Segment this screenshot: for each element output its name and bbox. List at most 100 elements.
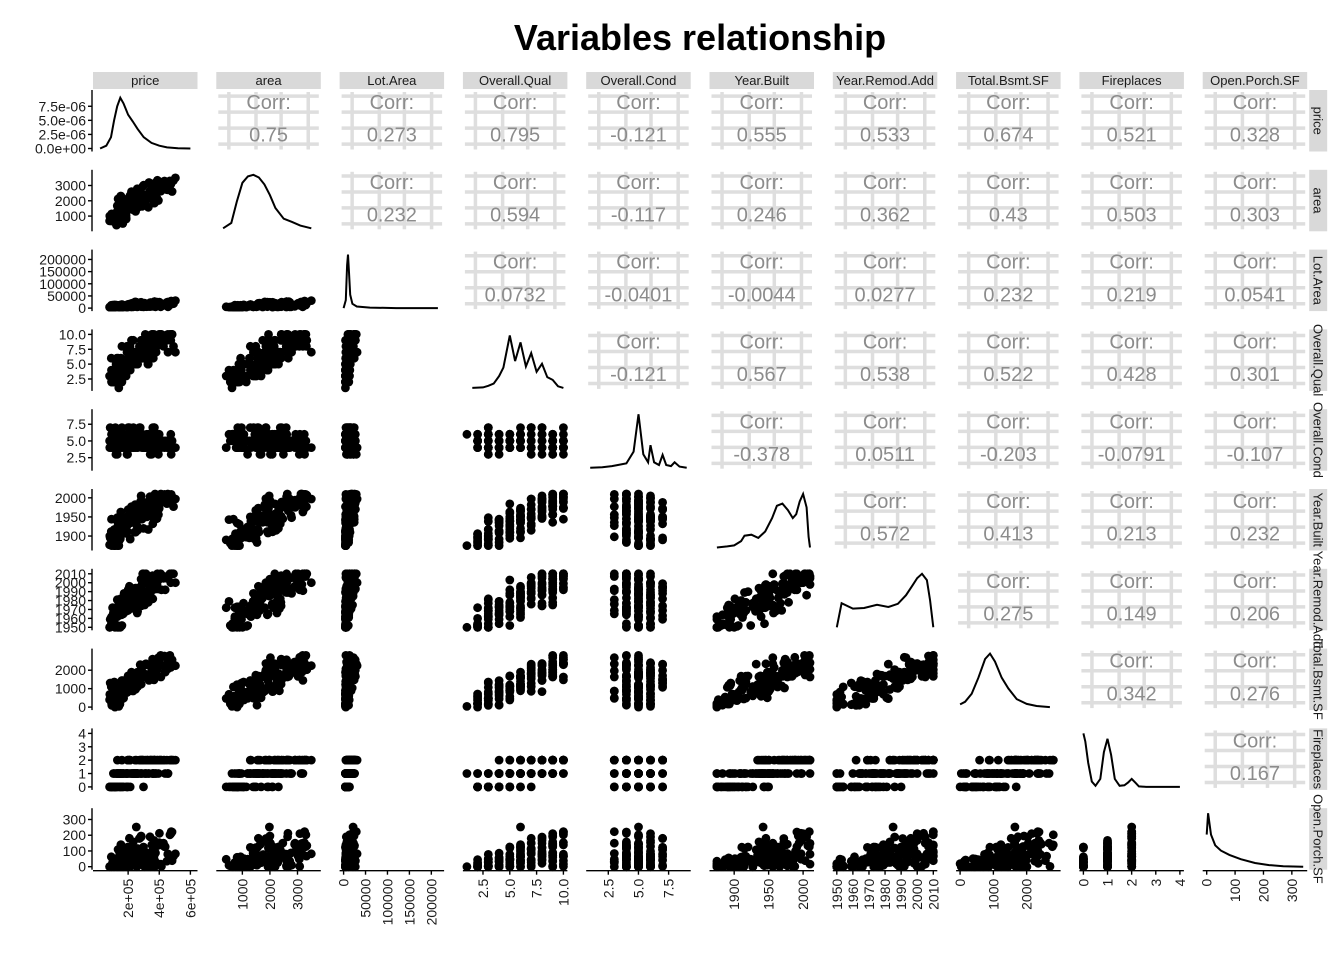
corr-label: Corr: bbox=[863, 92, 907, 114]
data-point bbox=[861, 695, 871, 705]
panel-price-lot-area: Corr:0.273 bbox=[341, 92, 443, 150]
panel-area-open-porch-sf: Corr:0.303 bbox=[1204, 171, 1306, 230]
data-point bbox=[505, 621, 515, 630]
data-point bbox=[282, 429, 292, 439]
data-point bbox=[110, 782, 119, 792]
density-curve-year-remod-add bbox=[835, 572, 935, 628]
panel-lot-area-year-built: Corr:-0.0044 bbox=[711, 251, 812, 310]
y-tick-label: 1990 bbox=[55, 584, 86, 600]
data-point bbox=[658, 582, 667, 592]
strip-top-label: Fireplaces bbox=[1102, 73, 1162, 88]
data-point bbox=[267, 521, 277, 531]
panel-area-lot-area: Corr:0.232 bbox=[341, 171, 443, 230]
panel-year-remod-add-overall-cond bbox=[609, 569, 667, 632]
data-point bbox=[559, 436, 568, 446]
corr-label: Corr: bbox=[863, 331, 907, 353]
data-point bbox=[342, 502, 351, 511]
corr-value: -0.0401 bbox=[605, 284, 673, 306]
data-point bbox=[350, 500, 360, 510]
data-point bbox=[622, 507, 631, 517]
data-point bbox=[282, 297, 292, 306]
data-point bbox=[163, 330, 173, 339]
corr-label: Corr: bbox=[863, 172, 907, 194]
data-point bbox=[483, 429, 493, 439]
data-point bbox=[282, 498, 292, 508]
data-point bbox=[760, 619, 769, 629]
corr-label: Corr: bbox=[616, 172, 660, 194]
data-point bbox=[148, 302, 158, 311]
panel-year-built-total-bsmt-sf: Corr:0.413 bbox=[958, 491, 1059, 549]
corr-value: -0.203 bbox=[980, 444, 1037, 466]
data-point bbox=[548, 492, 558, 502]
corr-label: Corr: bbox=[740, 331, 784, 353]
corr-label: Corr: bbox=[370, 172, 414, 194]
data-point bbox=[267, 347, 277, 357]
data-point bbox=[483, 677, 493, 687]
data-point bbox=[483, 531, 493, 541]
panel-fireplaces-lot-area bbox=[341, 755, 362, 792]
data-point bbox=[169, 341, 178, 351]
data-point bbox=[140, 600, 150, 610]
panel-overall-qual-fireplaces: Corr:0.428 bbox=[1081, 331, 1182, 389]
data-point bbox=[270, 510, 280, 519]
panel-price-fireplaces: Corr:0.521 bbox=[1081, 92, 1182, 150]
data-point bbox=[526, 429, 536, 439]
corr-label: Corr: bbox=[740, 252, 784, 274]
y-tick-label: 5.0e-06 bbox=[39, 112, 87, 128]
data-point bbox=[116, 594, 125, 604]
strip-right-label: price bbox=[1311, 107, 1326, 135]
y-tick-label: 5.0 bbox=[67, 356, 87, 372]
corr-value: 0.219 bbox=[1107, 284, 1157, 306]
y-tick-label: 7.5 bbox=[67, 416, 87, 432]
data-point bbox=[658, 514, 667, 524]
data-point bbox=[483, 443, 493, 452]
data-point bbox=[832, 702, 842, 712]
panel-overall-cond-year-remod-add: Corr:0.0511 bbox=[834, 411, 936, 469]
data-point bbox=[537, 569, 547, 579]
data-point bbox=[634, 492, 643, 502]
data-point bbox=[537, 668, 547, 677]
data-point bbox=[282, 655, 291, 665]
data-point bbox=[869, 694, 879, 703]
panel-price-year-built: Corr:0.555 bbox=[711, 92, 812, 150]
corr-label: Corr: bbox=[1109, 331, 1153, 353]
strip-right-label: Overall.Cond bbox=[1311, 402, 1326, 478]
strip-right-year-built bbox=[1309, 489, 1328, 551]
strip-top-area bbox=[216, 72, 321, 89]
data-point bbox=[883, 694, 893, 703]
corr-label: Corr: bbox=[1233, 331, 1277, 353]
panel-lot-area-overall-cond: Corr:-0.0401 bbox=[588, 251, 689, 310]
panel-price-open-porch-sf: Corr:0.328 bbox=[1204, 92, 1306, 150]
data-point bbox=[634, 516, 643, 526]
data-point bbox=[622, 602, 631, 612]
data-point bbox=[350, 443, 359, 452]
data-point bbox=[282, 665, 292, 675]
data-point bbox=[494, 443, 504, 452]
data-point bbox=[526, 599, 536, 609]
data-point bbox=[658, 682, 667, 692]
data-point bbox=[494, 534, 504, 544]
panel-total-bsmt-sf-fireplaces: Corr:0.342 bbox=[1081, 650, 1182, 709]
y-tick-label: 2.5e-06 bbox=[39, 126, 87, 142]
data-point bbox=[106, 682, 116, 692]
data-point bbox=[221, 603, 231, 613]
data-point bbox=[505, 589, 515, 598]
data-point bbox=[483, 594, 493, 604]
data-point bbox=[234, 436, 244, 446]
data-point bbox=[130, 347, 140, 357]
data-point bbox=[548, 429, 558, 439]
data-point bbox=[251, 782, 261, 792]
data-point bbox=[516, 436, 525, 446]
data-point bbox=[782, 581, 792, 591]
strip-right-year-remod-add bbox=[1309, 568, 1328, 631]
data-point bbox=[151, 514, 161, 524]
data-point bbox=[113, 612, 122, 621]
corr-value: 0.503 bbox=[1107, 204, 1157, 226]
data-point bbox=[298, 341, 308, 351]
strip-top-label: Overall.Qual bbox=[479, 73, 551, 88]
data-point bbox=[144, 443, 154, 452]
y-tick-label: 2010 bbox=[55, 566, 86, 582]
data-point bbox=[282, 436, 291, 446]
data-point bbox=[118, 443, 128, 452]
data-point bbox=[559, 503, 568, 513]
